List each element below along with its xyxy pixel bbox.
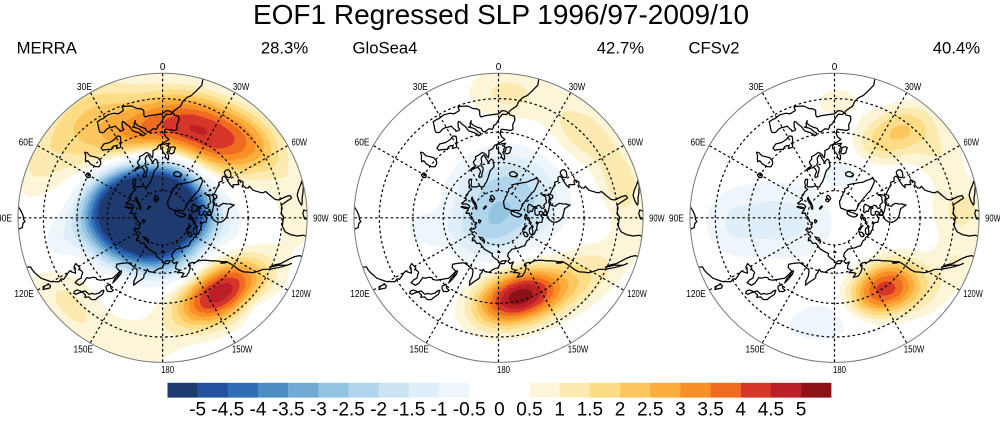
svg-text:180: 180 bbox=[161, 365, 174, 376]
svg-text:150W: 150W bbox=[232, 345, 253, 356]
svg-text:30E: 30E bbox=[749, 82, 764, 93]
svg-text:120E: 120E bbox=[350, 289, 370, 300]
svg-text:42.7%: 42.7% bbox=[597, 39, 644, 58]
svg-text:150E: 150E bbox=[409, 345, 429, 356]
svg-text:90E: 90E bbox=[0, 213, 12, 224]
svg-text:150W: 150W bbox=[568, 345, 589, 356]
svg-text:-0.5: -0.5 bbox=[453, 399, 486, 416]
svg-text:-3.5: -3.5 bbox=[272, 399, 305, 416]
svg-text:90E: 90E bbox=[669, 213, 684, 224]
svg-text:-5: -5 bbox=[189, 399, 206, 416]
svg-text:0.5: 0.5 bbox=[516, 399, 542, 416]
svg-text:1: 1 bbox=[554, 399, 565, 416]
svg-text:-4: -4 bbox=[250, 399, 267, 416]
svg-text:28.3%: 28.3% bbox=[261, 39, 308, 58]
svg-text:30W: 30W bbox=[905, 82, 922, 93]
svg-text:120W: 120W bbox=[291, 289, 311, 300]
svg-text:30W: 30W bbox=[569, 82, 586, 93]
svg-text:120W: 120W bbox=[963, 289, 983, 300]
svg-text:GloSea4: GloSea4 bbox=[353, 39, 418, 58]
svg-text:60W: 60W bbox=[292, 138, 308, 149]
svg-text:0: 0 bbox=[496, 62, 502, 73]
svg-text:0: 0 bbox=[160, 62, 166, 73]
svg-text:30E: 30E bbox=[413, 82, 428, 93]
svg-text:0: 0 bbox=[494, 399, 505, 416]
svg-text:150W: 150W bbox=[904, 345, 925, 356]
svg-text:90W: 90W bbox=[649, 213, 665, 224]
svg-text:2: 2 bbox=[615, 399, 626, 416]
svg-text:2.5: 2.5 bbox=[637, 399, 663, 416]
svg-text:-1: -1 bbox=[431, 399, 448, 416]
svg-text:30E: 30E bbox=[77, 82, 92, 93]
svg-text:-2.5: -2.5 bbox=[332, 399, 365, 416]
svg-text:-3: -3 bbox=[310, 399, 327, 416]
svg-text:3.5: 3.5 bbox=[697, 399, 723, 416]
svg-text:0: 0 bbox=[832, 62, 838, 73]
svg-text:180: 180 bbox=[497, 365, 510, 376]
svg-text:4: 4 bbox=[735, 399, 746, 416]
svg-text:150E: 150E bbox=[745, 345, 765, 356]
svg-text:90W: 90W bbox=[985, 213, 1000, 224]
svg-text:EOF1 Regressed SLP 1996/97-200: EOF1 Regressed SLP 1996/97-2009/10 bbox=[253, 0, 749, 30]
svg-text:60E: 60E bbox=[19, 138, 34, 149]
svg-text:-1.5: -1.5 bbox=[393, 399, 426, 416]
svg-text:MERRA: MERRA bbox=[17, 39, 78, 58]
svg-text:1.5: 1.5 bbox=[577, 399, 603, 416]
svg-text:120E: 120E bbox=[14, 289, 34, 300]
svg-text:120W: 120W bbox=[627, 289, 647, 300]
svg-text:30W: 30W bbox=[233, 82, 250, 93]
svg-text:5: 5 bbox=[796, 399, 807, 416]
svg-text:60W: 60W bbox=[963, 138, 979, 149]
svg-text:60W: 60W bbox=[627, 138, 643, 149]
svg-text:90E: 90E bbox=[333, 213, 348, 224]
svg-text:-4.5: -4.5 bbox=[211, 399, 244, 416]
svg-text:CFSv2: CFSv2 bbox=[689, 39, 740, 58]
svg-text:180: 180 bbox=[833, 365, 846, 376]
svg-text:4.5: 4.5 bbox=[758, 399, 784, 416]
svg-text:120E: 120E bbox=[686, 289, 706, 300]
svg-text:40.4%: 40.4% bbox=[933, 39, 980, 58]
svg-text:60E: 60E bbox=[691, 138, 706, 149]
svg-text:-2: -2 bbox=[370, 399, 387, 416]
svg-text:90W: 90W bbox=[313, 213, 329, 224]
svg-text:60E: 60E bbox=[355, 138, 370, 149]
svg-text:3: 3 bbox=[675, 399, 686, 416]
svg-text:150E: 150E bbox=[74, 345, 94, 356]
